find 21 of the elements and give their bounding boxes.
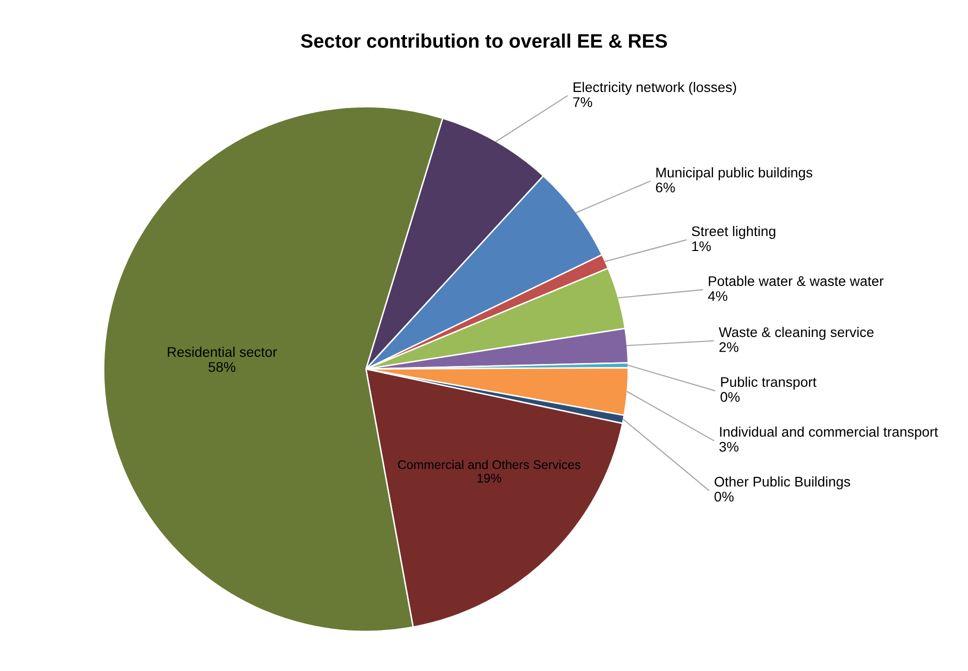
slice-label: Electricity network (losses) — [574, 82, 736, 95]
data-label: 0% — [714, 492, 734, 502]
slice-label: Municipal public buildings — [656, 167, 812, 180]
data-label: 2% — [719, 342, 738, 352]
slice-label: Residential sector — [168, 346, 277, 357]
chart-title: Sector contribution to overall EE & RES — [300, 34, 667, 48]
data-label: 6% — [656, 182, 675, 192]
data-label: 19% — [478, 474, 502, 483]
slice-label: Street lighting — [692, 226, 776, 239]
slice-label: Individual and commercial transport — [720, 426, 938, 440]
slice-label: Public transport — [721, 376, 816, 390]
data-label: 4% — [708, 291, 728, 301]
slice-label: Other Public Buildings — [714, 476, 850, 490]
data-label: 3% — [719, 442, 738, 452]
data-label: 0% — [720, 392, 740, 402]
data-label: 7% — [573, 97, 592, 108]
slice-label: Waste & cleaning service — [718, 326, 874, 340]
slice-label: Commercial and Others Services — [398, 460, 580, 470]
slice-label: Potable water & waste water — [708, 276, 884, 286]
data-label: 58% — [208, 362, 236, 372]
data-label: 1% — [692, 241, 711, 252]
